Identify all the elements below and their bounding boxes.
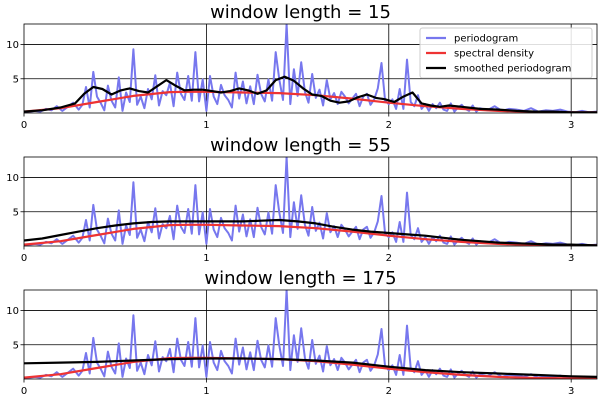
- x-tick-label: 3: [568, 120, 574, 131]
- legend-label: periodogram: [454, 34, 518, 45]
- x-tick-label: 0: [21, 386, 27, 397]
- subplot-title: window length = 55: [210, 135, 391, 156]
- series-smoothed-periodogram: [24, 218, 597, 246]
- x-tick-label: 2: [386, 120, 392, 131]
- subplot-title: window length = 15: [210, 2, 391, 23]
- series-spectral-density: [24, 223, 597, 246]
- legend-box: [419, 27, 593, 79]
- series-smoothed-periodogram: [24, 75, 597, 113]
- y-tick-label: 5: [13, 207, 19, 218]
- y-tick-label: 5: [13, 74, 19, 85]
- series-periodogram: [24, 290, 597, 379]
- x-tick-label: 2: [386, 386, 392, 397]
- series-periodogram: [24, 24, 597, 113]
- series-periodogram: [24, 157, 597, 246]
- subplot-title: window length = 175: [204, 268, 396, 289]
- axes-frame: [23, 156, 598, 247]
- x-tick-label: 1: [203, 120, 209, 131]
- subplot-window-55: 0 1 2 3 5 10 window length = 55: [6, 135, 598, 264]
- y-tick-label: 10: [6, 40, 19, 51]
- legend-label: smoothed periodogram: [454, 64, 571, 75]
- series-smoothed-periodogram: [24, 357, 597, 378]
- y-tick-label: 10: [6, 173, 19, 184]
- x-tick-label: 3: [568, 386, 574, 397]
- subplot-window-175: 0 1 2 3 5 10 window length = 175: [6, 268, 598, 397]
- x-tick-label: 1: [203, 386, 209, 397]
- axes-frame: [23, 289, 598, 380]
- x-tick-label: 1: [203, 253, 209, 264]
- x-tick-label: 0: [21, 120, 27, 131]
- x-tick-label: 3: [568, 253, 574, 264]
- axes-frame: [23, 23, 598, 114]
- x-tick-label: 0: [21, 253, 27, 264]
- subplot-window-15: 0 1 2 3 5 10 window length = 15 periodogram spec…: [6, 2, 598, 131]
- x-tick-label: 2: [386, 253, 392, 264]
- y-tick-label: 5: [13, 340, 19, 351]
- legend-label: spectral density: [454, 49, 534, 60]
- legend: periodogram spectral density smoothed peri…: [419, 27, 593, 79]
- y-tick-label: 10: [6, 306, 19, 317]
